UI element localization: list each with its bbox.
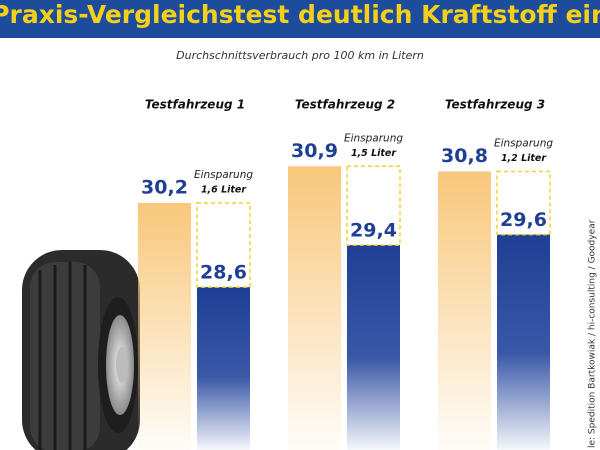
savings-value: 1,5 Liter [351,148,397,159]
bar [138,203,191,450]
savings-box [346,165,401,246]
category-label: Testfahrzeug 3 [445,98,545,112]
savings-box [196,202,251,288]
chart-title: Praxis-Vergleichstest deutlich Kraftstof… [0,0,600,29]
bar [288,166,341,450]
savings-label: Einsparung [494,138,553,150]
value-label: 29,4 [350,220,397,242]
savings-label: Einsparung [194,169,253,181]
savings-label: Einsparung [344,132,403,144]
bar [197,287,250,450]
value-label: 30,8 [441,145,488,167]
savings-value: 1,6 Liter [201,185,247,196]
value-label: 29,6 [500,209,547,231]
category-label: Testfahrzeug 2 [295,98,395,112]
bar [497,234,550,450]
savings-box [496,170,551,236]
bar [438,171,491,450]
value-label: 28,6 [200,262,247,284]
chart-subtitle: Durchschnittsverbrauch pro 100 km in Lit… [176,49,424,62]
title-banner [0,0,600,38]
savings-value: 1,2 Liter [501,153,547,164]
source-note: le: Spedition Bartkowiak / hi-consulting… [588,219,598,448]
tire-illustration [22,250,140,450]
value-label: 30,9 [291,140,338,162]
value-label: 30,2 [141,177,188,199]
bar [347,245,400,450]
category-label: Testfahrzeug 1 [145,98,245,112]
